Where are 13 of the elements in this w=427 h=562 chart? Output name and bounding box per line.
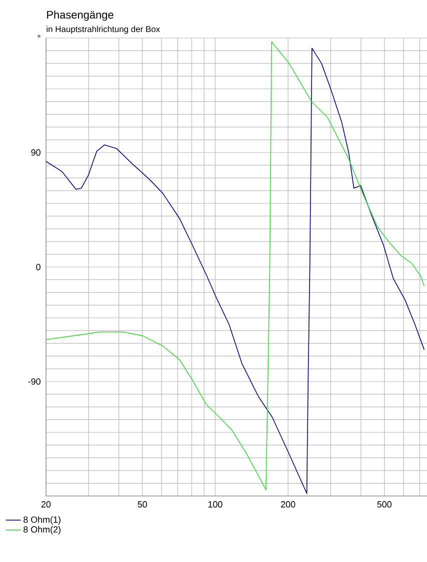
y-tick-label: 90 [31,149,40,156]
legend-label: 8 Ohm(1) [23,516,60,525]
x-tick-label: 200 [280,501,296,508]
y-tick-label: ° [38,34,40,38]
legend-label: 8 Ohm(2) [23,526,60,534]
chart-subtitle: in Hauptstrahlrichtung der Box [46,26,160,34]
y-tick-label: 0 [36,264,40,270]
chart-title: Phasengänge [46,10,114,21]
x-tick-label: 50 [138,501,147,508]
x-tick-label: 100 [208,501,222,508]
x-tick-label: 500 [377,501,392,508]
y-tick-label: -90 [28,378,40,385]
x-tick-label: 20 [41,501,50,508]
